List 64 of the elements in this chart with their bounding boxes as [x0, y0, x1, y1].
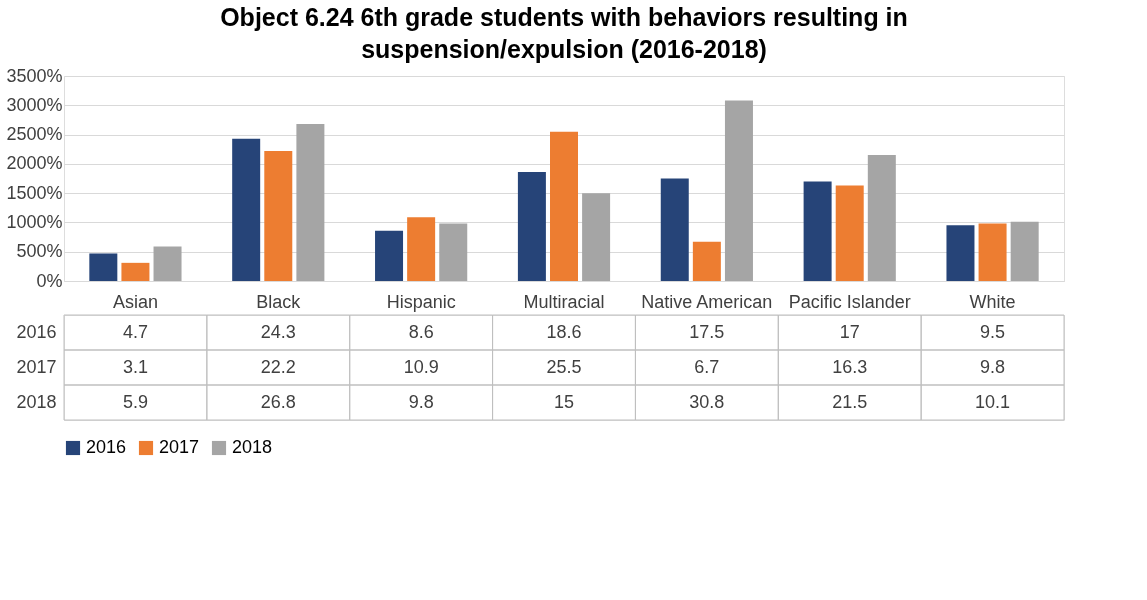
- bar: [724, 100, 753, 281]
- bar: [153, 246, 182, 281]
- text: 2016: [16, 321, 57, 342]
- data-label: 8.6: [408, 321, 434, 342]
- data-label: 15: [553, 391, 575, 412]
- bar: [550, 131, 578, 281]
- bar: [835, 185, 864, 281]
- legend-label: 2018: [232, 437, 273, 457]
- data-label: 10.1: [975, 391, 1011, 412]
- x-tick-label: White: [969, 291, 1016, 312]
- legend-label: 2016: [86, 437, 127, 457]
- text: 2017: [16, 356, 57, 377]
- data-label: 10.9: [403, 356, 439, 377]
- data-label: 24.3: [260, 321, 296, 342]
- x-tick-label: Hispanic: [386, 291, 456, 312]
- bar: [375, 230, 404, 281]
- bar: [692, 241, 721, 281]
- bar: [867, 155, 896, 281]
- data-label: 9.8: [408, 391, 434, 412]
- data-label: 16.3: [832, 356, 868, 377]
- bar: [1010, 221, 1039, 281]
- y-tick-label: 1500%: [6, 182, 63, 203]
- y-tick-label: 2000%: [6, 153, 63, 174]
- data-label: 9.5: [980, 321, 1006, 342]
- data-label: 22.2: [260, 356, 296, 377]
- data-label: 9.8: [980, 356, 1006, 377]
- bar: [439, 223, 468, 281]
- legend-label: 2017: [159, 437, 200, 457]
- data-label: 17.5: [689, 321, 725, 342]
- bar: [517, 172, 546, 281]
- y-tick-label: 3500%: [6, 65, 63, 86]
- bar: [660, 178, 689, 281]
- data-label: 5.9: [122, 391, 148, 412]
- bar: [232, 138, 261, 281]
- x-tick-label: Pacific Islander: [788, 291, 911, 312]
- x-tick-label: Native American: [641, 291, 773, 312]
- data-label: 17: [839, 321, 860, 342]
- y-tick-label: 0%: [36, 270, 63, 291]
- x-tick-label: Black: [256, 291, 302, 312]
- bar: [803, 181, 832, 281]
- text: 2018: [16, 391, 57, 412]
- data-label: 25.5: [546, 356, 582, 377]
- bar: [582, 193, 611, 281]
- data-label: 21.5: [832, 391, 868, 412]
- data-label: 30.8: [689, 391, 725, 412]
- data-label: 3.1: [122, 356, 148, 377]
- bar: [121, 262, 150, 281]
- y-tick-label: 500%: [16, 241, 63, 262]
- bar: [89, 253, 118, 281]
- data-label: 26.8: [260, 391, 296, 412]
- chart-title: Object 6.24 6th grade students with behaviors resulting in suspension/expulsion (2016-2018): [220, 3, 908, 63]
- bar: [946, 225, 975, 281]
- y-tick-label: 3000%: [6, 94, 63, 115]
- bar: [296, 124, 325, 281]
- bar: [264, 150, 293, 281]
- x-tick-label: Multiracial: [523, 291, 605, 312]
- data-label: 4.7: [122, 321, 148, 342]
- bar: [978, 223, 1007, 281]
- y-tick-label: 1000%: [6, 211, 63, 232]
- data-label: 6.7: [694, 356, 720, 377]
- data-label: 18.6: [546, 321, 582, 342]
- bar: [407, 217, 436, 281]
- y-tick-label: 2500%: [6, 124, 63, 145]
- x-tick-label: Asian: [112, 291, 158, 312]
